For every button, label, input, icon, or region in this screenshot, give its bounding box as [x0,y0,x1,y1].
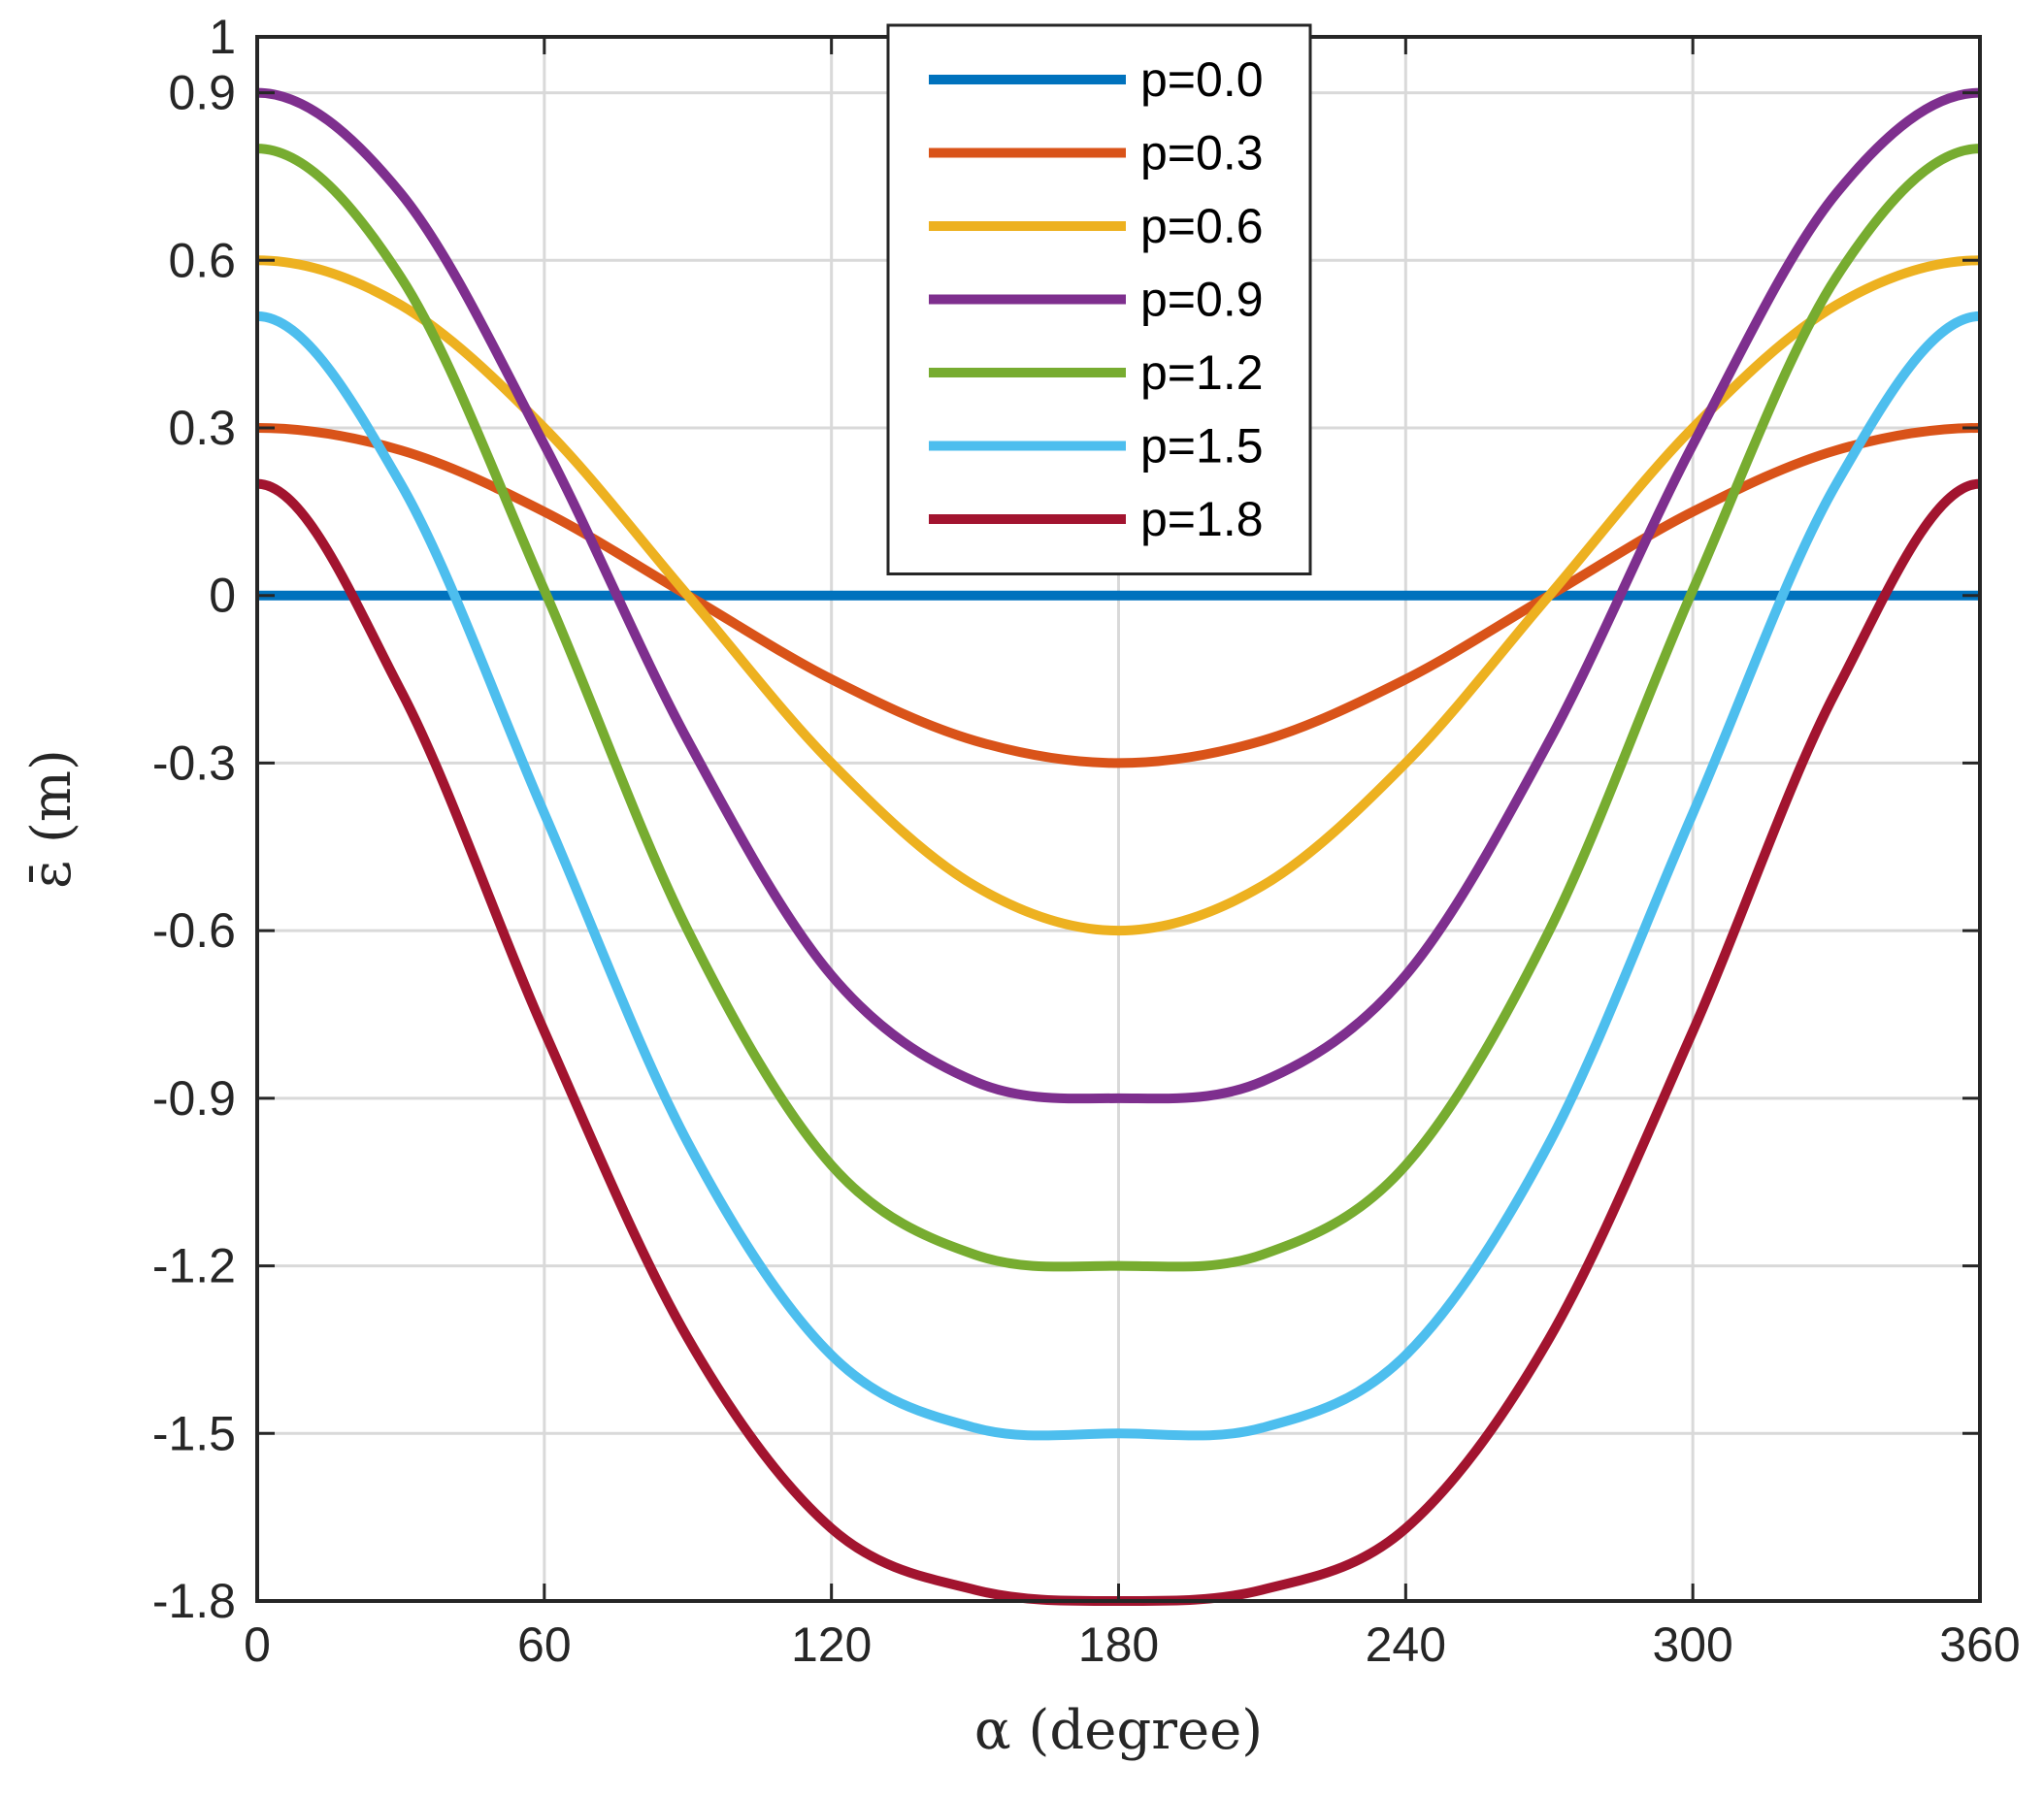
y-tick-label: -0.9 [152,1071,236,1126]
x-tick-label: 240 [1366,1617,1446,1672]
legend-entry-label: p=1.8 [1140,492,1264,546]
legend-entry-label: p=0.3 [1140,126,1264,180]
y-tick-label: -0.3 [152,735,236,790]
legend-entry-label: p=1.5 [1140,419,1264,474]
legend: p=0.0 p=0.3 p=0.6 p=0.9 p=1.2 p=1.5 p=1.8 [886,23,1312,575]
y-tick-label: 0.9 [168,66,236,120]
y-tick-label: -0.6 [152,903,236,958]
series-line-p-1-2 [256,144,1981,1272]
legend-entry-label: p=0.6 [1140,199,1264,253]
y-tick-label: -1.8 [152,1574,236,1628]
y-tick-label: 0.3 [168,401,236,455]
x-tick-label: 120 [791,1617,872,1672]
legend-entry-label: p=0.0 [1140,52,1264,107]
x-tick-label: 300 [1652,1617,1732,1672]
y-tick-label: -1.5 [152,1406,236,1460]
series-line-p-0-6 [256,255,1981,936]
series-line-p-0-3 [256,423,1981,768]
y-tick-labels: -1.8 -1.5 -1.2 -0.9 -0.6 -0.3 0 0.3 0.6 0.91 [152,10,236,1628]
x-tick-label: 360 [1939,1617,2020,1672]
series-line-p-1-5 [256,310,1981,1441]
x-axis-label: α (degree) [974,1699,1263,1762]
legend-entry-label: p=1.2 [1140,345,1264,400]
y-tick-label: 0.6 [168,233,236,287]
y-tick-label: 1 [209,10,236,64]
y-tick-label: -1.2 [152,1239,236,1293]
x-tick-labels: 0 60 120 180 240 300 360 [244,1617,2021,1672]
x-tick-label: 180 [1078,1617,1159,1672]
series-line-p-0-9 [256,87,1981,1104]
x-tick-label: 0 [244,1617,271,1672]
x-tick-label: 60 [517,1617,572,1672]
axis-ticks [255,35,1982,1603]
series-lines [256,87,1981,1607]
y-axis-label: ε̄ (m) [20,749,83,889]
legend-entry-label: p=0.9 [1140,273,1264,327]
y-tick-label: 0 [209,569,236,623]
